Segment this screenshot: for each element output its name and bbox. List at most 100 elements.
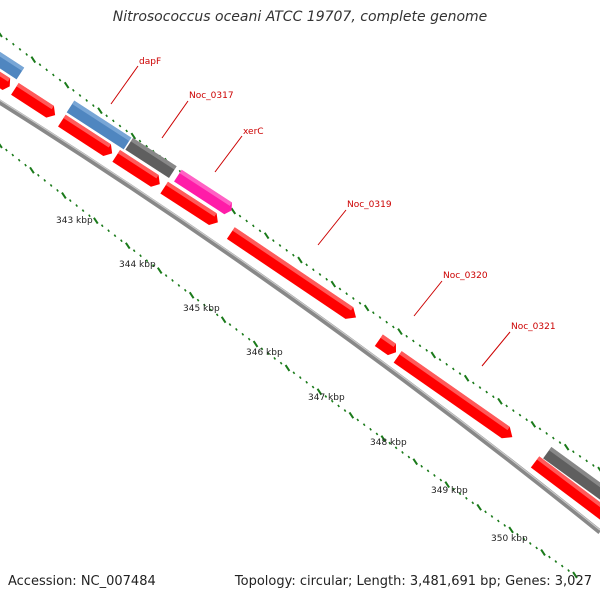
accession-text: Accession: NC_007484	[8, 574, 156, 589]
inner-tick	[203, 303, 206, 307]
inner-tick	[444, 481, 450, 489]
gene-Noc_0317[interactable]	[66, 100, 132, 150]
inner-tick	[107, 229, 110, 233]
gene-Noc_0317-grey[interactable]	[125, 137, 177, 179]
outer-tick	[525, 418, 528, 422]
inner-tick	[560, 564, 564, 568]
ruler-label-344: 344 kbp	[119, 260, 156, 270]
inner-tick	[452, 487, 455, 491]
outer-tick	[405, 334, 408, 338]
outer-tick	[263, 232, 270, 240]
inner-tick	[369, 427, 372, 431]
outer-tick	[285, 248, 288, 252]
inner-tick	[439, 478, 443, 482]
gene-leader-lines	[110, 65, 511, 367]
inner-tick	[152, 264, 155, 268]
inner-tick	[17, 158, 21, 162]
inner-tick	[75, 204, 78, 208]
inner-tick	[484, 510, 487, 514]
inner-tick	[125, 242, 131, 250]
inner-tick	[528, 542, 532, 545]
inner-tick	[252, 340, 259, 348]
inner-tick	[465, 496, 468, 500]
inner-tick	[139, 254, 142, 258]
inner-tick	[407, 455, 411, 459]
gene-red-3[interactable]	[58, 114, 116, 159]
inner-tick	[88, 214, 91, 218]
inner-tick	[196, 298, 200, 302]
gene-red-4[interactable]	[112, 149, 163, 190]
outer-tick	[430, 351, 437, 359]
genome-summary: Topology: circular; Length: 3,481,691 bp…	[234, 574, 592, 589]
inner-tick	[433, 474, 436, 477]
gene-red-1[interactable]	[0, 68, 14, 93]
inner-tick	[362, 423, 366, 427]
outer-tick-track	[0, 32, 600, 472]
outer-tick	[325, 277, 328, 281]
inner-tick	[458, 492, 462, 496]
inner-tick	[316, 388, 323, 396]
inner-tick	[298, 376, 302, 379]
outer-tick	[338, 287, 342, 291]
gene-Noc_0321[interactable]	[393, 351, 517, 443]
ruler-label-350: 350 kbp	[491, 534, 528, 544]
inner-tick	[100, 224, 104, 228]
outer-tick	[358, 301, 362, 305]
inner-tick	[356, 418, 360, 422]
outer-tick	[125, 129, 128, 133]
inner-tick	[156, 267, 163, 275]
outer-tick	[597, 466, 600, 472]
ruler-label-348: 348 kbp	[370, 438, 407, 448]
inner-tick	[0, 143, 3, 149]
outer-tick	[397, 328, 403, 336]
inner-tick	[497, 519, 500, 523]
inner-tick	[292, 371, 296, 375]
outer-tick	[112, 119, 115, 123]
gene-xerC[interactable]	[174, 169, 235, 217]
outer-tick	[438, 358, 442, 362]
inner-tick	[394, 446, 398, 450]
inner-tick	[412, 458, 419, 466]
outer-tick	[312, 268, 315, 272]
ruler-label-345: 345 kbp	[183, 304, 220, 314]
gene-red-2[interactable]	[11, 83, 59, 121]
inner-tick	[548, 555, 551, 559]
outer-tick	[272, 239, 275, 242]
inner-tick	[476, 503, 482, 511]
inner-tick	[177, 283, 181, 287]
inner-tick-track	[0, 143, 578, 579]
inner-tick	[503, 524, 507, 527]
outer-tick	[92, 104, 95, 108]
gene-label-Noc_0320: Noc_0320	[443, 271, 488, 281]
gene-red-5[interactable]	[160, 181, 221, 229]
gene-dapF-partial[interactable]	[0, 45, 25, 80]
inner-tick	[572, 571, 578, 579]
map-title: Nitrosococcus oceani ATCC 19707, complet…	[112, 9, 488, 25]
inner-tick	[49, 183, 53, 187]
outer-tick	[330, 280, 337, 288]
outer-tick	[492, 395, 495, 399]
inner-tick	[220, 316, 227, 324]
inner-tick	[209, 308, 213, 312]
gene-red-right[interactable]	[530, 456, 600, 526]
outer-tick	[545, 432, 548, 435]
outer-tick	[52, 73, 55, 77]
inner-tick	[164, 274, 168, 277]
gene-Noc_0320[interactable]	[374, 334, 400, 359]
inner-tick	[247, 337, 251, 341]
outer-tick	[412, 339, 415, 343]
inner-tick	[93, 217, 99, 225]
gene-label-Noc_0319: Noc_0319	[347, 200, 392, 210]
outer-tick	[305, 263, 308, 267]
gene-outer-grey-right[interactable]	[543, 447, 600, 506]
outer-tick	[97, 107, 103, 115]
inner-tick	[43, 178, 47, 182]
gene-Noc_0319[interactable]	[226, 227, 360, 323]
outer-tick	[345, 292, 348, 296]
outer-tick	[72, 88, 75, 92]
outer-tick	[378, 316, 382, 319]
inner-tick	[68, 199, 72, 202]
outer-tick	[252, 224, 255, 228]
inner-tick	[401, 451, 404, 454]
